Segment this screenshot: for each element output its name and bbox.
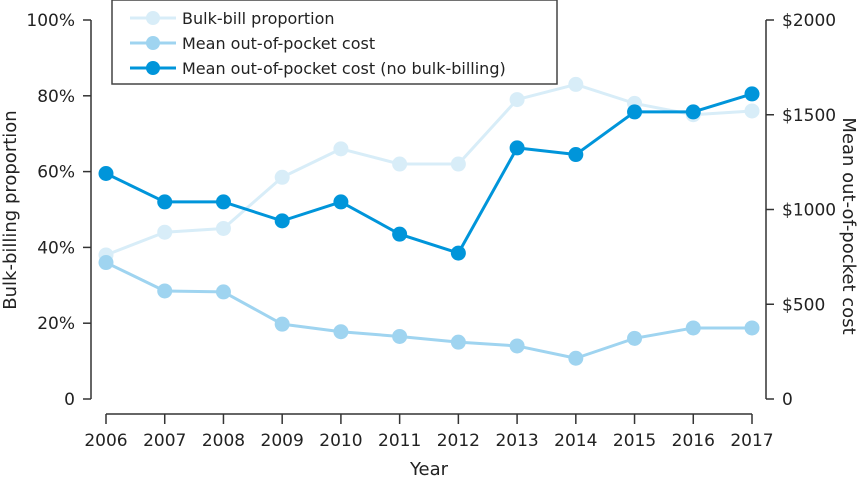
left-tick-label: 40%: [37, 238, 75, 258]
series-line: [105, 82, 753, 257]
x-axis: 2006 2007 2008 2009 2010 2011 2012 2013 2014 2015…: [84, 413, 774, 451]
x-tick-label: 2009: [261, 431, 304, 451]
right-tick-label: 0: [782, 390, 793, 410]
left-tick-label: 20%: [37, 314, 75, 334]
legend-item: Bulk-bill proportion: [130, 9, 335, 28]
data-point: [333, 324, 349, 340]
right-axis-title: Mean out-of-pocket cost: [838, 117, 858, 334]
data-point: [157, 224, 173, 240]
data-point: [333, 194, 349, 210]
left-tick-label: 100%: [26, 11, 75, 31]
series-line: [105, 92, 753, 255]
legend-label: Mean out-of-pocket cost: [182, 34, 375, 53]
data-point: [744, 86, 760, 102]
series-2: [98, 255, 760, 366]
left-tick-label: 0: [64, 390, 75, 410]
data-point: [627, 104, 643, 120]
legend: Bulk-bill proportion Mean out-of-pocket c…: [111, 0, 558, 85]
x-tick-label: 2012: [437, 431, 480, 451]
data-point: [274, 213, 290, 229]
data-point: [215, 220, 231, 236]
data-point: [450, 156, 466, 172]
series-line: [105, 261, 752, 360]
data-point: [744, 320, 760, 336]
x-tick-label: 2007: [143, 431, 186, 451]
right-tick-label: $1000: [782, 201, 836, 221]
data-point: [274, 169, 290, 185]
x-tick-label: 2010: [319, 431, 362, 451]
legend-swatch-marker: [146, 36, 160, 50]
x-tick-label: 2008: [202, 431, 245, 451]
left-tick-label: 80%: [37, 87, 75, 107]
data-point: [568, 350, 584, 366]
data-point: [744, 103, 760, 119]
data-point: [392, 156, 408, 172]
legend-label: Bulk-bill proportion: [182, 9, 335, 28]
right-tick-label: $500: [782, 295, 825, 315]
x-axis-title: Year: [409, 459, 449, 480]
legend-label: Mean out-of-pocket cost (no bulk-billing…: [182, 59, 506, 78]
x-tick-label: 2016: [672, 431, 715, 451]
x-tick-label: 2017: [730, 431, 773, 451]
x-tick-label: 2013: [495, 431, 538, 451]
data-point: [392, 328, 408, 344]
data-point: [627, 330, 643, 346]
data-point: [215, 194, 231, 210]
data-point: [509, 140, 525, 156]
x-tick-label: 2015: [613, 431, 656, 451]
data-point: [274, 316, 290, 332]
data-point: [98, 255, 114, 271]
data-point: [392, 226, 408, 242]
legend-item: Mean out-of-pocket cost: [130, 34, 375, 53]
legend-swatch-marker: [146, 61, 160, 75]
data-point: [568, 76, 584, 92]
left-tick-label: 60%: [37, 163, 75, 183]
x-tick-label: 2006: [84, 431, 127, 451]
series-1: [98, 76, 760, 263]
x-tick-label: 2014: [554, 431, 597, 451]
series-3: [98, 86, 760, 261]
x-tick-label: 2011: [378, 431, 421, 451]
data-point: [509, 92, 525, 108]
legend-swatch-marker: [146, 11, 160, 25]
left-axis-title: Bulk-billing proportion: [0, 110, 21, 309]
data-point: [157, 194, 173, 210]
data-point: [685, 320, 701, 336]
right-tick-label: $2000: [782, 11, 836, 31]
data-point: [333, 141, 349, 157]
series-layer: [98, 76, 760, 366]
right-axis: 0 $500 $1000 $1500 $2000: [765, 11, 836, 410]
legend-box: [111, 0, 558, 85]
data-point: [509, 338, 525, 354]
data-point: [685, 104, 701, 120]
data-point: [215, 284, 231, 300]
data-point: [450, 245, 466, 261]
data-point: [98, 165, 114, 181]
data-point: [157, 283, 173, 299]
left-axis: 0 20% 40% 60% 80% 100%: [26, 11, 92, 410]
data-point: [568, 147, 584, 163]
right-tick-label: $1500: [782, 106, 836, 126]
data-point: [450, 334, 466, 350]
legend-item: Mean out-of-pocket cost (no bulk-billing…: [130, 59, 506, 78]
